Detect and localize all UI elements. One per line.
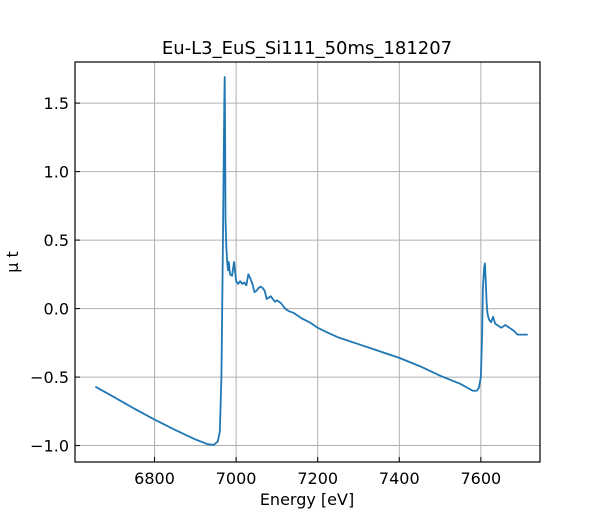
series [94,76,528,446]
y-tick-label: 1.5 [44,94,69,113]
x-axis-label: Energy [eV] [260,490,354,509]
y-tick-label: −0.5 [30,368,69,387]
axis-ticks: 6800 7000 7200 7400 7600 −1.0 −0.5 0.0 0.5 1.0 1.5 [30,94,501,488]
y-tick-label: 0.0 [44,300,69,319]
x-tick-label: 7600 [460,469,501,488]
plot-frame [74,61,541,463]
x-tick-label: 6800 [134,469,175,488]
y-tick-label: 1.0 [44,163,69,182]
x-tick-label: 7400 [379,469,420,488]
x-tick-label: 7000 [216,469,257,488]
x-tick-label: 7200 [297,469,338,488]
y-tick-label: −1.0 [30,437,69,456]
y-axis-label: μ t [3,251,22,273]
series-line [94,76,528,446]
grid [75,62,540,462]
chart-title: Eu-L3_EuS_Si111_50ms_181207 [162,38,452,59]
y-tick-label: 0.5 [44,231,69,250]
